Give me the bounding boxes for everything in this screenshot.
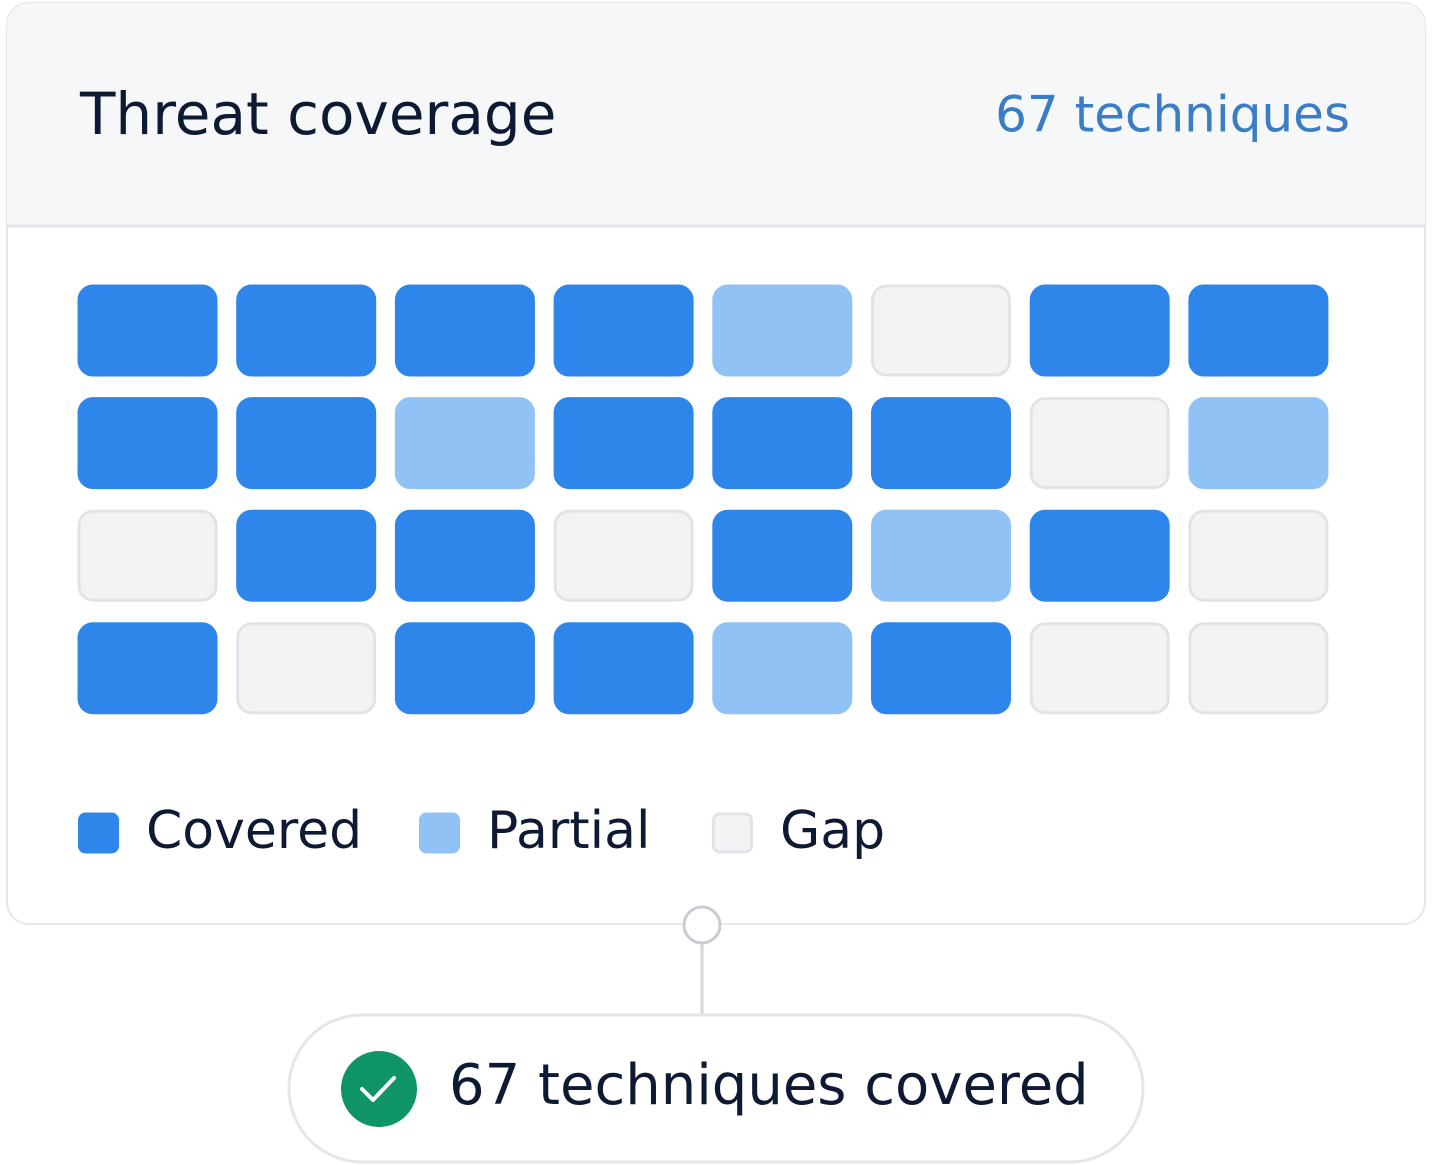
coverage-cell — [712, 509, 853, 602]
coverage-cell — [712, 397, 853, 490]
coverage-cell — [553, 622, 694, 715]
coverage-cell — [1029, 397, 1170, 490]
coverage-cell — [1029, 509, 1170, 602]
coverage-cell — [871, 397, 1011, 490]
coverage-cell — [394, 397, 535, 490]
coverage-cell — [77, 509, 218, 602]
legend-label: Partial — [487, 801, 650, 861]
coverage-cell — [553, 509, 694, 602]
coverage-cell — [871, 509, 1011, 602]
coverage-cell — [1188, 509, 1329, 602]
coverage-cell — [1188, 622, 1329, 715]
legend-label: Covered — [146, 801, 362, 861]
legend-swatch — [419, 812, 460, 854]
coverage-cell — [394, 622, 535, 715]
coverage-cell — [236, 509, 377, 602]
coverage-grid — [77, 284, 1329, 715]
coverage-cell — [1029, 622, 1170, 715]
legend: Covered Partial Gap — [78, 801, 885, 861]
coverage-cell — [394, 509, 535, 602]
coverage-cell — [77, 284, 218, 377]
check-mark — [360, 1076, 396, 1102]
coverage-cell — [394, 284, 535, 377]
legend-label: Gap — [780, 801, 885, 861]
coverage-cell — [236, 397, 377, 490]
technique-count: 67 techniques — [995, 86, 1350, 144]
badge-label: 67 techniques covered — [449, 1053, 1089, 1118]
coverage-cell — [77, 397, 218, 490]
badge — [287, 1013, 1145, 1164]
legend-swatch — [78, 812, 119, 854]
coverage-cell — [553, 397, 694, 490]
coverage-cell — [1188, 284, 1329, 377]
coverage-cell — [871, 284, 1011, 377]
coverage-cell — [1188, 397, 1329, 490]
card-header — [7, 3, 1425, 226]
coverage-cell — [77, 622, 218, 715]
check-icon — [341, 1051, 417, 1127]
coverage-cell — [553, 284, 694, 377]
coverage-cell — [712, 622, 853, 715]
coverage-cell — [236, 622, 377, 715]
connector-node — [682, 905, 722, 945]
legend-swatch — [712, 812, 753, 854]
coverage-cell — [236, 284, 377, 377]
coverage-cell — [712, 284, 853, 377]
coverage-cell — [1029, 284, 1170, 377]
coverage-cell — [871, 622, 1011, 715]
card-title: Threat coverage — [79, 80, 556, 148]
